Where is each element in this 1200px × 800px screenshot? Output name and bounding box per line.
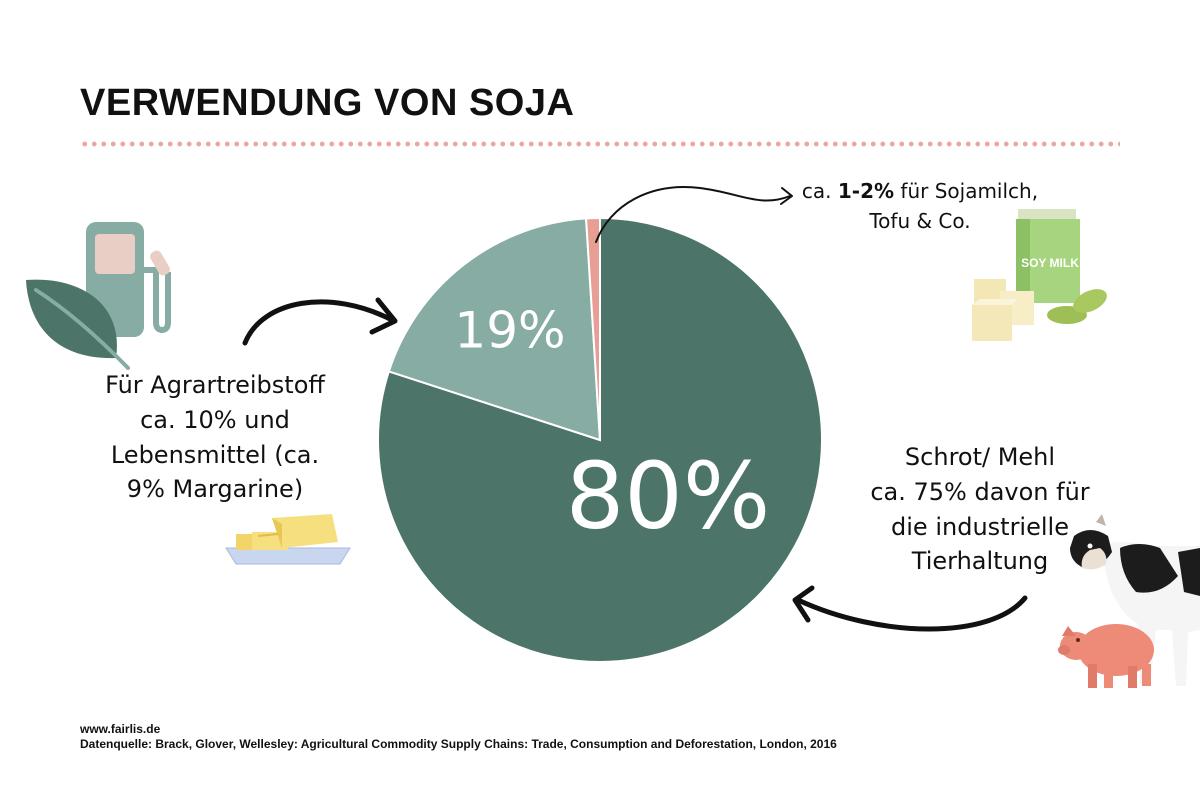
soybean-icon — [1047, 289, 1107, 324]
pie-slices — [377, 216, 823, 663]
leaf-icon — [26, 279, 130, 370]
pie-slice-label: 19% — [454, 302, 565, 360]
footer-website: www.fairlis.de — [80, 722, 161, 736]
pie-slice — [387, 217, 602, 442]
arrow-right-icon — [792, 585, 1028, 632]
label-line: Tofu & Co. — [869, 209, 971, 233]
dotted-divider — [80, 140, 1120, 148]
footer: www.fairlis.de Datenquelle: Brack, Glove… — [80, 722, 837, 752]
arrow-top-icon — [595, 186, 793, 243]
page-title: VERWENDUNG VON SOJA — [80, 82, 575, 124]
label-line: 9% Margarine) — [126, 475, 304, 504]
cow-icon — [1070, 514, 1200, 686]
soy-milk-carton-icon: SOY MILK — [1016, 209, 1080, 303]
label-soy-food: ca. 1-2% für Sojamilch, Tofu & Co. — [770, 176, 1070, 236]
label-line: Für Agrartreibstoff — [105, 371, 325, 399]
label-line: die industrielle — [891, 512, 1069, 541]
butter-icon — [225, 514, 351, 565]
pig-icon — [1058, 624, 1154, 688]
label-line: ca. 10% und — [140, 405, 290, 434]
pie-slice-label: 80% — [566, 442, 770, 549]
label-line: Schrot/ Mehl — [904, 443, 1056, 471]
footer-source: Datenquelle: Brack, Glover, Wellesley: A… — [80, 737, 837, 751]
soy-milk-text: SOY MILK — [1021, 256, 1079, 270]
label-meal-livestock: Schrot/ Mehl ca. 75% davon für die indus… — [835, 440, 1125, 579]
tofu-icon — [972, 279, 1034, 341]
label-biofuel-food: Für Agrartreibstoff ca. 10% und Lebensmi… — [70, 368, 360, 507]
label-line: Lebensmittel (ca. — [110, 440, 320, 469]
label-line: ca. 1-2% für Sojamilch, — [801, 179, 1039, 203]
label-line: ca. 75% davon für — [870, 477, 1090, 506]
label-line: Tierhaltung — [911, 547, 1049, 576]
arrow-left-icon — [242, 297, 398, 346]
pie-slice-labels: 80% 19% — [454, 302, 770, 550]
pie-slice — [584, 216, 601, 441]
